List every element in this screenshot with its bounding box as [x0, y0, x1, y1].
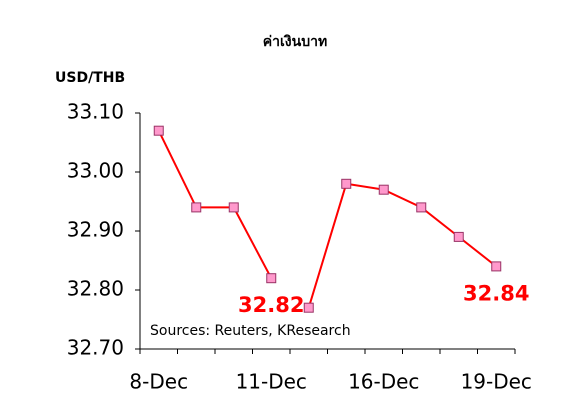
- annotation: Sources: Reuters, KResearch: [150, 323, 351, 339]
- y-tick-label: 33.10: [67, 100, 124, 124]
- x-tick-label: 16-Dec: [348, 370, 419, 394]
- x-tick-label: 11-Dec: [236, 370, 307, 394]
- marker: [341, 178, 352, 189]
- data-label: 32.84: [463, 281, 529, 305]
- marker: [491, 261, 502, 272]
- y-tick-label: 32.70: [67, 336, 124, 360]
- marker: [416, 202, 427, 213]
- marker: [453, 231, 464, 242]
- marker: [228, 202, 239, 213]
- x-tick-label: 8-Dec: [129, 370, 188, 394]
- marker: [303, 302, 314, 313]
- marker: [378, 184, 389, 195]
- y-axis-label: USD/THB: [55, 70, 125, 86]
- marker: [153, 125, 164, 136]
- marker: [266, 273, 277, 284]
- series-line: [307, 182, 497, 308]
- y-tick-label: 33.00: [67, 159, 124, 183]
- x-tick-label: 19-Dec: [461, 370, 532, 394]
- y-tick-label: 32.80: [67, 277, 124, 301]
- data-label: 32.82: [238, 293, 304, 317]
- marker: [191, 202, 202, 213]
- series-line: [157, 130, 273, 279]
- y-tick-label: 32.90: [67, 218, 124, 242]
- chart-title: ค่าเงินบาท: [263, 34, 327, 50]
